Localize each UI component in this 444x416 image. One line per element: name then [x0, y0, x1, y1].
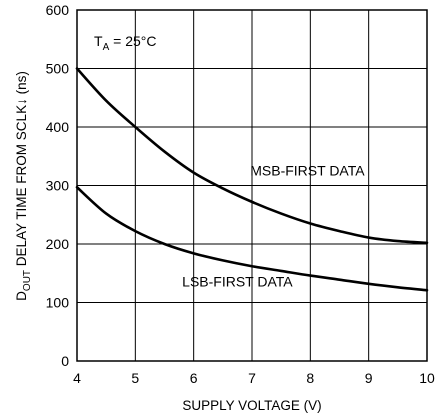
- series-label: MSB-FIRST DATA: [250, 163, 365, 179]
- x-tick-label: 7: [248, 370, 256, 386]
- x-axis-title: SUPPLY VOLTAGE (V): [182, 398, 321, 413]
- x-tick-label: 9: [365, 370, 373, 386]
- series-line: [75, 185, 429, 292]
- y-tick-labels: 0 100 200 300 400 500 600: [46, 2, 70, 369]
- grid: [77, 10, 427, 361]
- y-tick-label: 400: [46, 119, 70, 135]
- x-tick-labels: 4 5 6 7 8 9 10: [73, 370, 435, 386]
- y-tick-label: 200: [46, 236, 70, 252]
- y-axis-title: DOUT DELAY TIME FROM SCLK↓ (ns): [14, 71, 33, 301]
- x-tick-label: 6: [190, 370, 198, 386]
- y-tick-label: 600: [46, 2, 70, 18]
- x-tick-label: 10: [419, 370, 435, 386]
- temperature-annotation: TA = 25°C: [94, 33, 156, 53]
- series-label: LSB-FIRST DATA: [182, 274, 293, 290]
- y-tick-label: 300: [46, 178, 70, 194]
- series-line: [75, 67, 429, 245]
- y-tick-label: 500: [46, 61, 70, 77]
- series-labels: MSB-FIRST DATA LSB-FIRST DATA: [182, 163, 365, 290]
- y-tick-label: 100: [46, 295, 70, 311]
- plot-frame: [76, 9, 428, 362]
- x-tick-label: 8: [306, 370, 314, 386]
- y-tick-label: 0: [61, 353, 69, 369]
- x-tick-label: 4: [73, 370, 81, 386]
- x-tick-label: 5: [131, 370, 139, 386]
- series: [75, 67, 429, 292]
